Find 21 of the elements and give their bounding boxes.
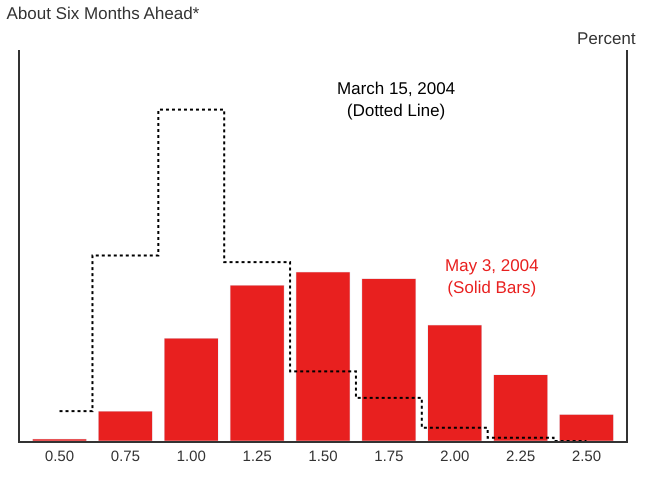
bar bbox=[296, 272, 350, 441]
bar bbox=[362, 278, 416, 441]
x-tick-label: 2.00 bbox=[440, 448, 470, 465]
x-tick-label: 2.50 bbox=[572, 448, 602, 465]
bar bbox=[164, 338, 219, 441]
x-tick-label: 0.50 bbox=[44, 448, 74, 465]
x-tick-label: 1.75 bbox=[374, 448, 404, 465]
y-axis-title: Percent bbox=[577, 29, 636, 48]
text: March 15, 2004 (Dotted Line) bbox=[337, 79, 456, 120]
x-tick-label: 2.25 bbox=[506, 448, 536, 465]
bar bbox=[559, 414, 614, 441]
chart-title: About Six Months Ahead* bbox=[6, 4, 200, 24]
series-label: May 3, 2004 (Solid Bars) bbox=[445, 256, 539, 298]
x-tick-label: 1.00 bbox=[176, 448, 206, 465]
bar bbox=[230, 285, 284, 441]
x-tick-label: 0.75 bbox=[110, 448, 140, 465]
bar bbox=[98, 410, 153, 441]
x-tick-label: 1.50 bbox=[308, 448, 338, 465]
bar bbox=[493, 374, 548, 441]
bar bbox=[427, 324, 482, 441]
x-tick-label: 1.25 bbox=[242, 448, 272, 465]
